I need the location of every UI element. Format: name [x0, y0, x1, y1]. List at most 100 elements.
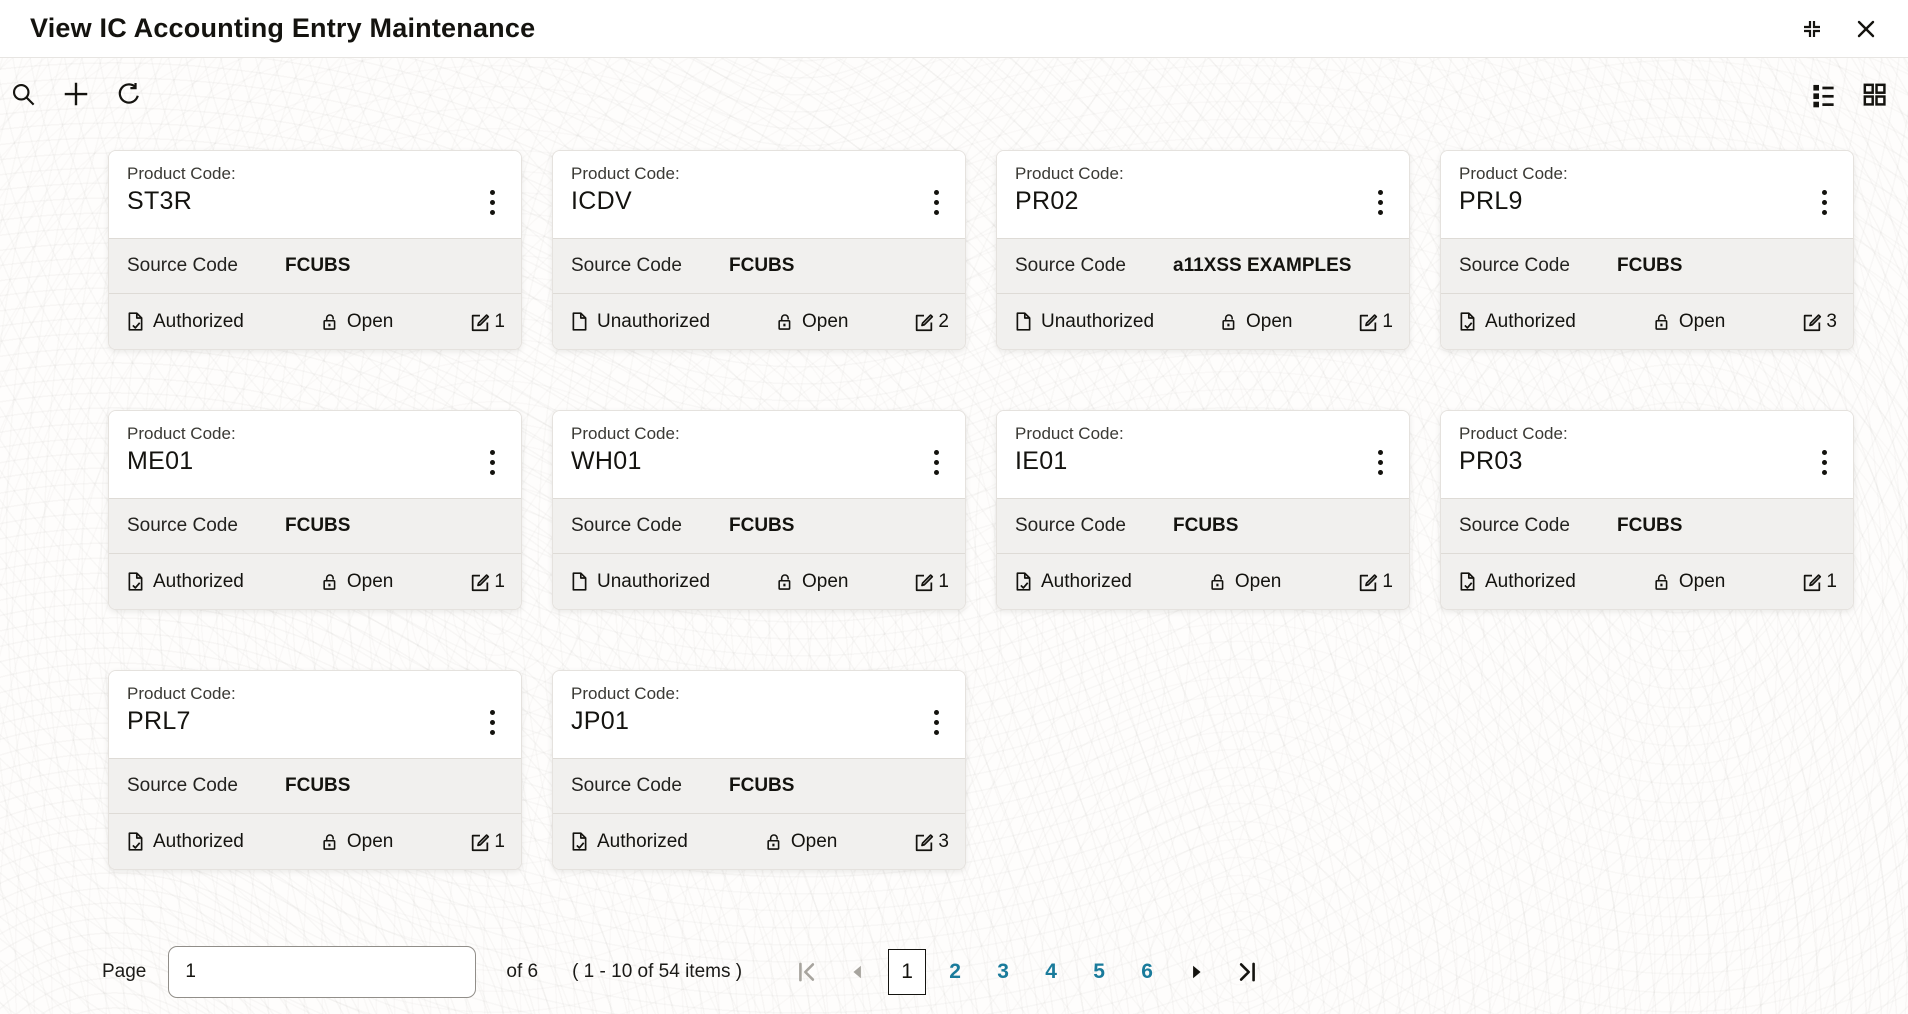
close-icon[interactable] [1854, 17, 1878, 41]
edit-count: 1 [469, 311, 505, 333]
edit-count-value: 3 [938, 830, 949, 852]
collapse-icon[interactable] [1800, 17, 1824, 41]
source-code-label: Source Code [1015, 515, 1126, 536]
refresh-icon[interactable] [115, 80, 143, 108]
record-card: Product Code: PRL7 Source Code FCUBS [108, 670, 522, 870]
authorization-status-label: Authorized [597, 830, 688, 852]
page-number-button[interactable]: 1 [888, 949, 927, 995]
product-code-value: PRL9 [1459, 187, 1523, 215]
card-header: Product Code: PRL9 [1441, 151, 1853, 238]
edit-count-value: 1 [1382, 570, 1393, 592]
kebab-menu-icon[interactable] [1811, 445, 1837, 479]
record-status: Open [320, 571, 393, 593]
source-code-row: Source Code FCUBS [109, 238, 521, 293]
product-code-label: Product Code: [571, 424, 680, 443]
kebab-menu-icon[interactable] [923, 705, 949, 739]
kebab-menu-icon[interactable] [479, 705, 505, 739]
record-status: Open [320, 831, 393, 853]
product-code-label: Product Code: [1459, 164, 1568, 183]
product-code-label: Product Code: [127, 164, 236, 183]
kebab-menu-icon[interactable] [479, 445, 505, 479]
product-code-value: ICDV [571, 187, 632, 215]
record-status-label: Open [346, 830, 394, 852]
record-status: Open [775, 571, 848, 593]
edit-count: 3 [1801, 311, 1837, 333]
product-code-label: Product Code: [1459, 424, 1568, 443]
authorization-status-label: Authorized [1041, 570, 1132, 592]
page-number-button[interactable]: 5 [1080, 949, 1118, 995]
product-code-label: Product Code: [1015, 164, 1124, 183]
unauthorized-doc-icon [572, 572, 587, 591]
card-header: Product Code: IE01 [997, 411, 1409, 498]
authorization-status: Authorized [125, 831, 244, 853]
authorization-status-label: Authorized [1485, 310, 1576, 332]
record-card: Product Code: PRL9 Source Code FCUBS [1440, 150, 1854, 350]
source-code-row: Source Code FCUBS [109, 758, 521, 813]
open-lock-icon [1222, 313, 1235, 330]
kebab-menu-icon[interactable] [1367, 445, 1393, 479]
items-range-label: ( 1 - 10 of 54 items ) [572, 961, 743, 982]
status-row: Authorized Open 1 [997, 553, 1409, 609]
edit-count: 3 [913, 831, 949, 853]
first-page-icon[interactable] [788, 950, 828, 994]
source-code-row: Source Code FCUBS [1441, 238, 1853, 293]
kebab-menu-icon[interactable] [479, 185, 505, 219]
kebab-menu-icon[interactable] [923, 185, 949, 219]
edit-count-value: 1 [494, 830, 505, 852]
product-code-value: ST3R [127, 187, 193, 215]
add-icon[interactable] [61, 79, 91, 109]
source-code-value: FCUBS [1617, 255, 1683, 276]
source-code-label: Source Code [571, 775, 682, 796]
record-status: Open [1652, 311, 1725, 333]
open-lock-icon [778, 573, 791, 590]
kebab-menu-icon[interactable] [923, 445, 949, 479]
edit-count: 1 [469, 831, 505, 853]
record-status-label: Open [1678, 310, 1726, 332]
source-code-row: Source Code FCUBS [1441, 498, 1853, 553]
status-row: Unauthorized Open 1 [997, 293, 1409, 349]
page-number-input[interactable] [168, 946, 477, 998]
open-lock-icon [1655, 313, 1668, 330]
edit-count-value: 1 [1826, 570, 1837, 592]
next-page-icon[interactable] [1176, 950, 1216, 994]
source-code-row: Source Code FCUBS [553, 498, 965, 553]
record-status-label: Open [1678, 570, 1726, 592]
kebab-menu-icon[interactable] [1367, 185, 1393, 219]
edit-count-icon [1360, 313, 1378, 331]
page-number-button[interactable]: 3 [984, 949, 1022, 995]
authorization-status-label: Authorized [153, 570, 244, 592]
authorized-doc-icon [128, 832, 143, 851]
source-code-row: Source Code FCUBS [997, 498, 1409, 553]
record-status: Open [1219, 311, 1292, 333]
previous-page-icon[interactable] [838, 950, 878, 994]
product-code-label: Product Code: [571, 164, 680, 183]
authorized-doc-icon [1016, 572, 1031, 591]
page-number-button[interactable]: 4 [1032, 949, 1070, 995]
card-header: Product Code: ME01 [109, 411, 521, 498]
card-header: Product Code: JP01 [553, 671, 965, 758]
open-lock-icon [767, 833, 780, 850]
authorized-doc-icon [128, 572, 143, 591]
authorization-status-label: Unauthorized [597, 570, 711, 592]
open-lock-icon [323, 833, 336, 850]
record-status: Open [764, 831, 837, 853]
last-page-icon[interactable] [1226, 950, 1266, 994]
source-code-label: Source Code [1459, 255, 1570, 276]
page-count-label: of 6 [506, 961, 539, 982]
grid-view-icon[interactable] [1861, 81, 1888, 108]
page-number-button[interactable]: 2 [936, 949, 974, 995]
record-status: Open [1208, 571, 1281, 593]
product-code-value: ME01 [127, 447, 194, 475]
status-row: Authorized Open 1 [109, 553, 521, 609]
status-row: Authorized Open 3 [553, 813, 965, 869]
page-number-button[interactable]: 6 [1128, 949, 1166, 995]
record-status: Open [775, 311, 848, 333]
list-view-icon[interactable] [1810, 81, 1837, 108]
source-code-row: Source Code FCUBS [109, 498, 521, 553]
authorization-status: Authorized [125, 571, 244, 593]
source-code-value: FCUBS [1173, 515, 1239, 536]
search-icon[interactable] [10, 81, 37, 108]
kebab-menu-icon[interactable] [1811, 185, 1837, 219]
